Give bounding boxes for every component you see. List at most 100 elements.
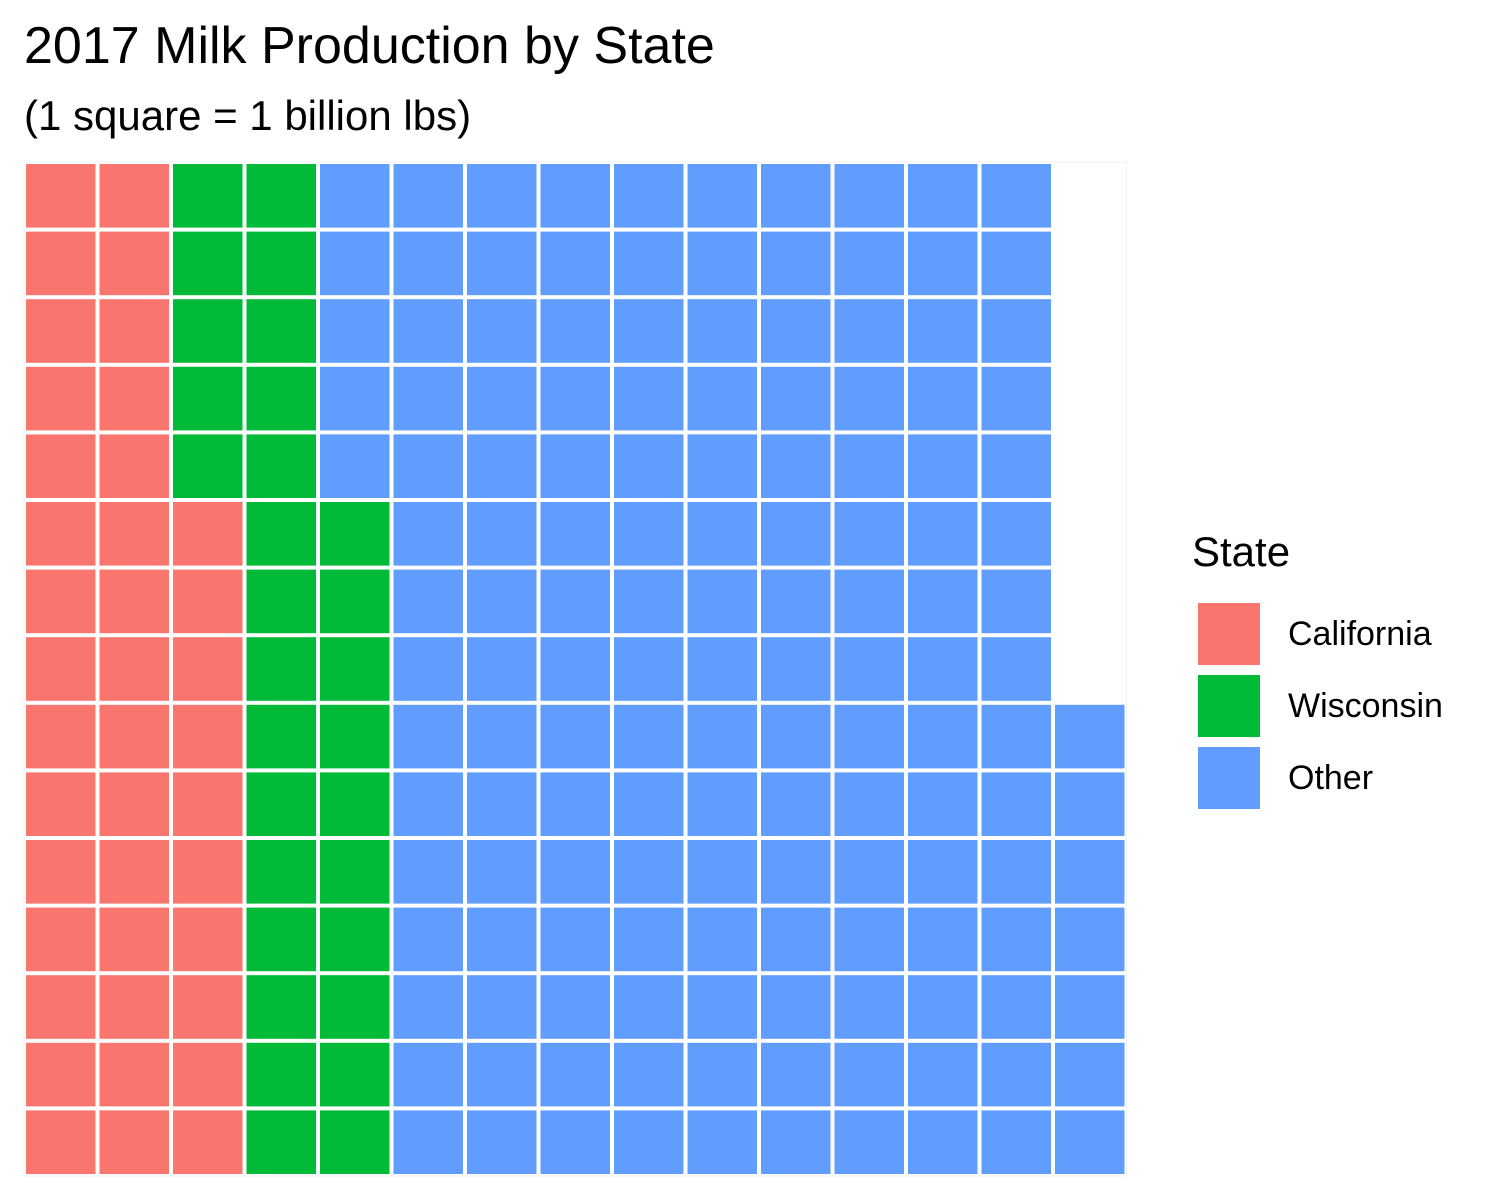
waffle-square-other [687, 772, 757, 836]
waffle-square-other [614, 907, 684, 972]
waffle-square-other [834, 569, 904, 634]
waffle-square-california [99, 164, 169, 228]
waffle-square-other [614, 704, 684, 769]
waffle-square-other [1055, 772, 1125, 836]
waffle-square-other [834, 231, 904, 296]
waffle-square-wisconsin [246, 1042, 316, 1107]
waffle-square-other [540, 1110, 610, 1174]
waffle-square-california [99, 366, 169, 431]
waffle-square-other [393, 772, 463, 836]
waffle-square-other [467, 569, 537, 634]
waffle-square-other [834, 1110, 904, 1174]
waffle-square-wisconsin [246, 164, 316, 228]
waffle-square-california [26, 704, 96, 769]
waffle-square-california [26, 569, 96, 634]
waffle-square-other [614, 975, 684, 1039]
waffle-square-other [981, 366, 1051, 431]
waffle-square-california [26, 434, 96, 498]
waffle-square-other [761, 231, 831, 296]
waffle-square-wisconsin [246, 299, 316, 363]
waffle-square-other [981, 840, 1051, 904]
legend-item-california: California [1192, 598, 1443, 670]
waffle-square-other [393, 231, 463, 296]
waffle-square-california [99, 1110, 169, 1174]
waffle-square-other [540, 502, 610, 566]
waffle-square-wisconsin [246, 569, 316, 634]
waffle-square-other [393, 434, 463, 498]
waffle-square-other [981, 975, 1051, 1039]
waffle-square-other [761, 772, 831, 836]
waffle-square-california [26, 299, 96, 363]
waffle-square-other [467, 772, 537, 836]
waffle-square-other [908, 975, 978, 1039]
waffle-square-other [687, 840, 757, 904]
waffle-square-other [834, 366, 904, 431]
waffle-square-other [393, 637, 463, 701]
waffle-square-other [467, 1042, 537, 1107]
waffle-square-california [26, 231, 96, 296]
waffle-square-california [99, 975, 169, 1039]
waffle-square-other [614, 569, 684, 634]
waffle-square-other [834, 975, 904, 1039]
waffle-square-california [26, 164, 96, 228]
waffle-square-other [614, 231, 684, 296]
waffle-square-other [834, 704, 904, 769]
waffle-square-other [540, 637, 610, 701]
waffle-square-wisconsin [320, 975, 390, 1039]
waffle-square-wisconsin [246, 975, 316, 1039]
waffle-square-other [761, 975, 831, 1039]
waffle-square-other [467, 434, 537, 498]
waffle-square-other [908, 366, 978, 431]
waffle-square-california [173, 502, 243, 566]
waffle-square-wisconsin [320, 637, 390, 701]
waffle-square-other [540, 840, 610, 904]
waffle-square-other [834, 164, 904, 228]
waffle-square-other [908, 502, 978, 566]
waffle-square-other [320, 299, 390, 363]
chart-subtitle: (1 square = 1 billion lbs) [24, 92, 472, 139]
waffle-square-wisconsin [246, 366, 316, 431]
waffle-square-wisconsin [246, 1110, 316, 1174]
waffle-square-california [173, 1110, 243, 1174]
waffle-square-other [687, 231, 757, 296]
waffle-square-other [467, 704, 537, 769]
waffle-square-other [687, 569, 757, 634]
waffle-square-other [467, 231, 537, 296]
waffle-square-other [1055, 907, 1125, 972]
waffle-square-other [540, 434, 610, 498]
waffle-square-other [614, 840, 684, 904]
waffle-square-other [467, 975, 537, 1039]
waffle-square-other [834, 637, 904, 701]
waffle-square-other [320, 231, 390, 296]
waffle-square-other [320, 366, 390, 431]
waffle-square-other [614, 164, 684, 228]
waffle-square-other [540, 704, 610, 769]
waffle-square-other [1055, 975, 1125, 1039]
waffle-square-other [687, 907, 757, 972]
waffle-square-wisconsin [320, 704, 390, 769]
legend-key-california [1198, 603, 1260, 665]
waffle-square-california [26, 772, 96, 836]
waffle-square-other [540, 299, 610, 363]
waffle-square-california [99, 840, 169, 904]
waffle-square-other [687, 366, 757, 431]
waffle-square-wisconsin [320, 502, 390, 566]
waffle-square-other [981, 434, 1051, 498]
waffle-square-other [908, 1042, 978, 1107]
waffle-square-wisconsin [320, 1042, 390, 1107]
waffle-square-wisconsin [246, 502, 316, 566]
waffle-square-other [761, 907, 831, 972]
legend-label-wisconsin: Wisconsin [1288, 686, 1443, 725]
waffle-square-other [761, 299, 831, 363]
waffle-square-other [467, 1110, 537, 1174]
waffle-square-california [173, 704, 243, 769]
waffle-square-other [834, 502, 904, 566]
waffle-square-other [467, 907, 537, 972]
waffle-square-california [26, 907, 96, 972]
waffle-square-other [981, 1042, 1051, 1107]
waffle-square-other [540, 975, 610, 1039]
waffle-square-other [540, 231, 610, 296]
waffle-square-other [614, 772, 684, 836]
legend-label-california: California [1288, 614, 1432, 653]
waffle-square-other [687, 299, 757, 363]
